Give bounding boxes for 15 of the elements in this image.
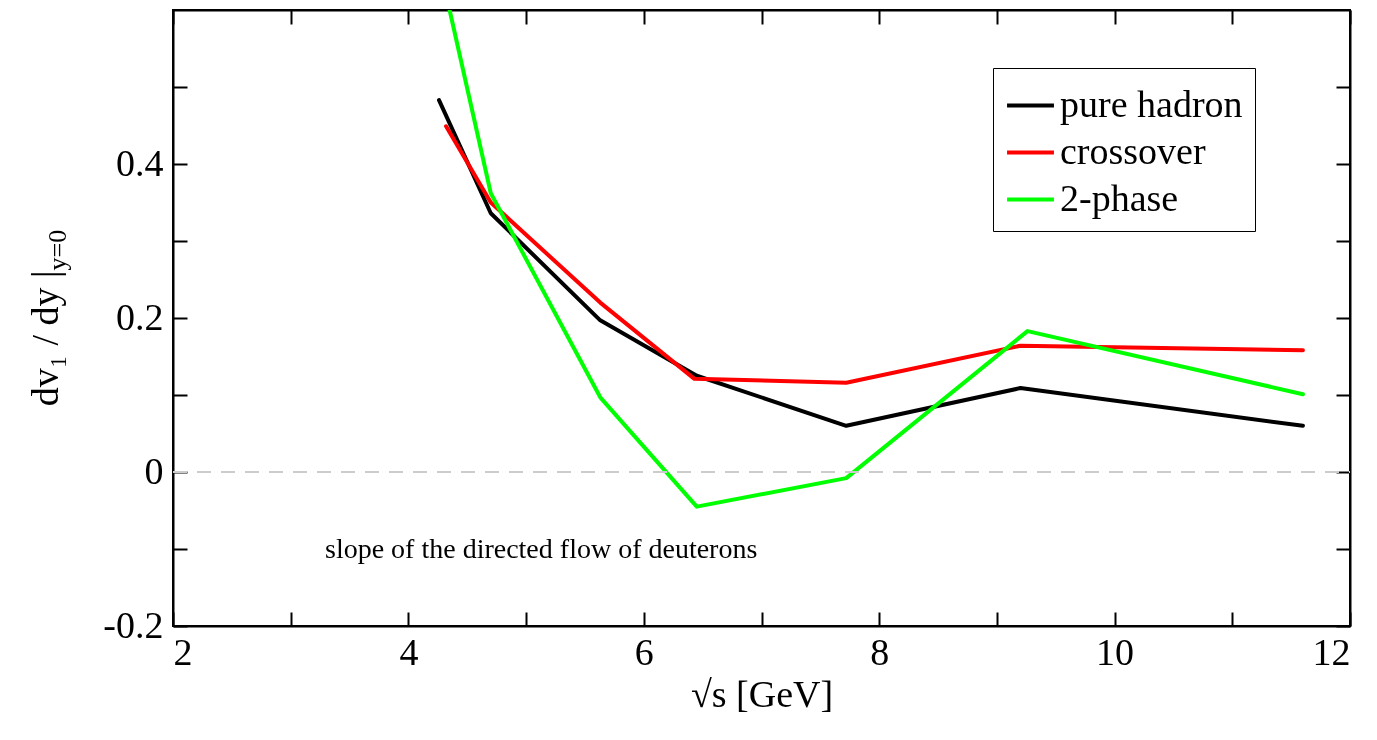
y-tick-label: 0 [144, 449, 164, 492]
x-tick-label: 2 [173, 630, 193, 673]
x-tick-label: 12 [1312, 630, 1351, 673]
x-tick-label: 6 [634, 630, 654, 673]
x-tick-label: 10 [1096, 630, 1135, 673]
x-axis-title: √s [GeV] [690, 672, 834, 715]
legend-label: 2-phase [1060, 176, 1179, 219]
annotation: slope of the directed flow of deuterons [325, 533, 758, 564]
y-tick-label: 0.2 [116, 295, 164, 338]
y-tick-label: -0.2 [103, 603, 164, 646]
y-tick-label: 0.4 [116, 141, 164, 184]
x-tick-label: 4 [399, 630, 419, 673]
x-tick-label: 8 [870, 630, 890, 673]
legend-label: pure hadron [1060, 82, 1243, 125]
legend-label: crossover [1060, 129, 1206, 172]
